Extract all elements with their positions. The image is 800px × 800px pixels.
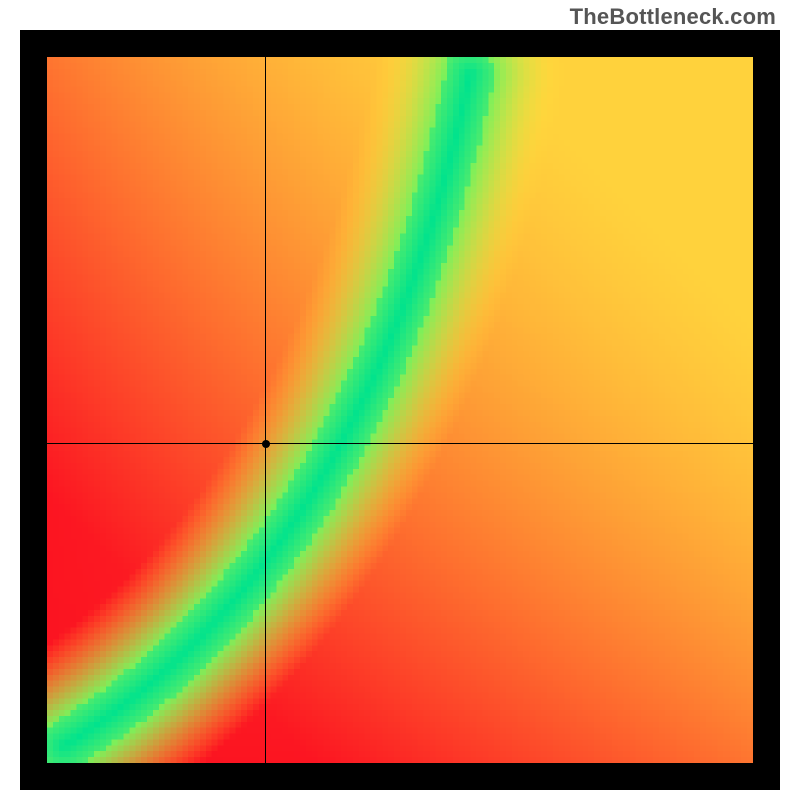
crosshair-horizontal	[47, 443, 753, 444]
heatmap-canvas	[47, 57, 753, 763]
crosshair-marker	[262, 440, 270, 448]
watermark-text: TheBottleneck.com	[570, 4, 776, 30]
chart-container: TheBottleneck.com	[0, 0, 800, 800]
crosshair-vertical	[265, 57, 266, 763]
